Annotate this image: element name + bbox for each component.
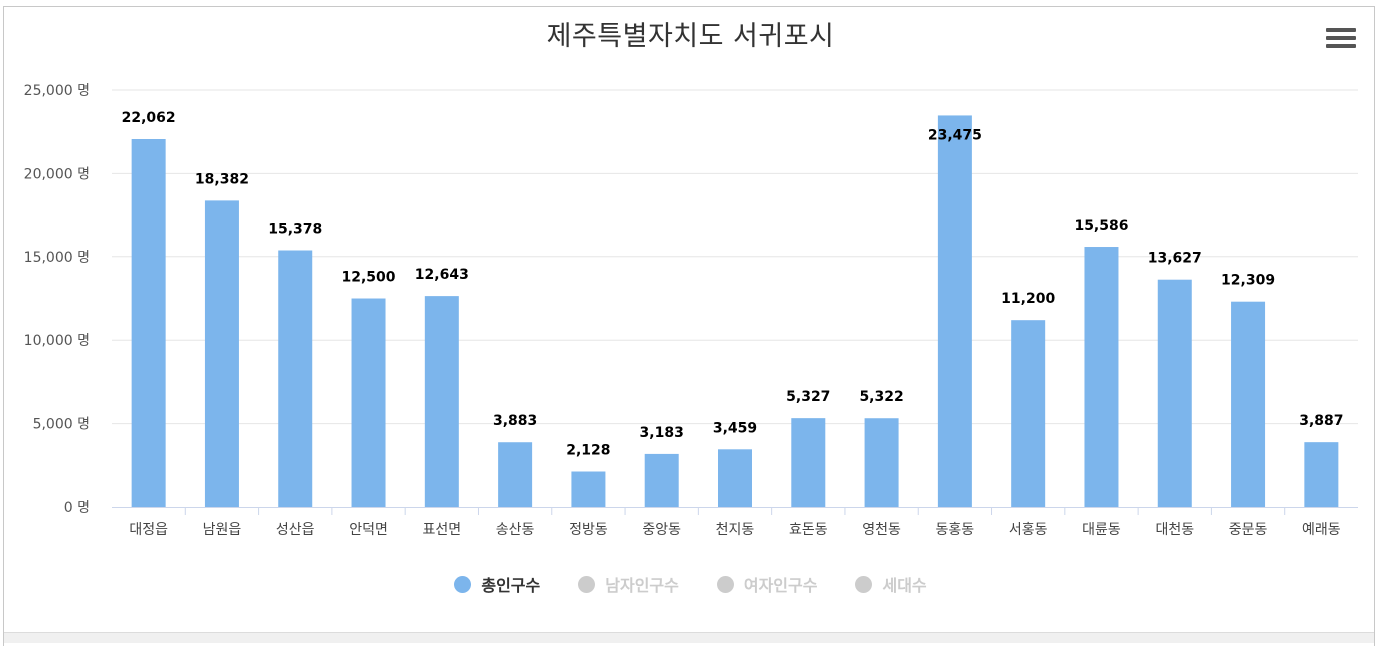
data-label: 3,883 <box>493 413 537 429</box>
y-tick-label: 15,000 명 <box>24 250 90 266</box>
hamburger-menu-icon[interactable] <box>1326 28 1356 54</box>
bar[interactable] <box>791 418 826 507</box>
x-tick-label: 동홍동 <box>936 522 975 538</box>
legend-label: 세대수 <box>882 576 927 595</box>
chart-title: 제주특별자치도 서귀포시 <box>546 21 835 52</box>
legend-label: 남자인구수 <box>605 576 679 595</box>
data-label: 5,322 <box>859 389 903 405</box>
bar[interactable] <box>1231 301 1266 507</box>
legend-item-households[interactable]: 세대수 <box>855 572 927 596</box>
data-label: 13,627 <box>1148 251 1202 267</box>
bar[interactable] <box>718 449 752 507</box>
data-label: 3,183 <box>640 425 684 441</box>
bar[interactable] <box>571 471 606 507</box>
x-tick-label: 성산읍 <box>276 522 315 538</box>
bar[interactable] <box>131 139 166 507</box>
data-label: 15,586 <box>1074 218 1128 234</box>
y-tick-label: 0 명 <box>64 500 90 516</box>
legend-item-total[interactable]: 총인구수 <box>454 572 540 596</box>
legend: 총인구수 남자인구수 여자인구수 세대수 <box>0 572 1381 596</box>
bar[interactable] <box>1084 247 1119 507</box>
legend-item-female[interactable]: 여자인구수 <box>716 572 818 596</box>
data-label: 12,643 <box>415 267 469 283</box>
bar-series <box>131 115 1339 508</box>
bar[interactable] <box>278 250 313 507</box>
x-tick-label: 남원읍 <box>203 522 242 538</box>
x-tick-label: 대정읍 <box>129 522 168 538</box>
x-tick-label: 서홍동 <box>1009 522 1048 538</box>
legend-item-male[interactable]: 남자인구수 <box>578 572 679 596</box>
data-label: 23,475 <box>928 127 982 143</box>
data-label: 11,200 <box>1001 291 1055 307</box>
y-tick-label: 25,000 명 <box>24 83 90 99</box>
bar[interactable] <box>498 442 533 507</box>
data-label: 15,378 <box>268 221 322 237</box>
x-tick-label: 대천동 <box>1155 522 1194 538</box>
data-label: 2,128 <box>566 443 610 459</box>
bar[interactable] <box>864 418 899 507</box>
x-tick-label: 천지동 <box>716 522 755 538</box>
x-tick-label: 대륜동 <box>1082 522 1121 538</box>
bar[interactable] <box>937 115 972 507</box>
data-label: 5,327 <box>786 389 830 405</box>
data-label: 3,887 <box>1299 413 1343 429</box>
x-tick-label: 중앙동 <box>642 522 681 538</box>
data-label: 22,062 <box>122 110 176 126</box>
x-tick-label: 중문동 <box>1229 522 1268 538</box>
bar[interactable] <box>1157 279 1192 507</box>
data-labels: 22,062 18,382 15,378 12,500 12,643 3,883 2,128… <box>122 110 1344 458</box>
x-tick-label: 정방동 <box>569 522 608 538</box>
x-axis: 대정읍 남원읍 성산읍 안덕면 표선면 송산동 정방동 중앙동 천지동 효돈동 영천동 동홍동 서홍동 대… <box>112 507 1358 538</box>
legend-marker-icon <box>716 575 734 593</box>
bar[interactable] <box>204 200 239 507</box>
x-tick-label: 효돈동 <box>789 522 828 538</box>
x-tick-label: 안덕면 <box>349 522 388 538</box>
legend-marker-icon <box>578 575 596 593</box>
bar[interactable] <box>644 453 679 507</box>
y-tick-label: 10,000 명 <box>24 333 90 349</box>
x-tick-label: 표선면 <box>423 522 462 538</box>
legend-marker-icon <box>855 575 873 593</box>
bar[interactable] <box>351 298 386 508</box>
data-label: 12,309 <box>1221 273 1275 289</box>
x-tick-label: 영천동 <box>862 522 901 538</box>
y-axis: 0 명 5,000 명 10,000 명 15,000 명 20,000 명 25,000… <box>24 83 90 516</box>
y-tick-label: 5,000 명 <box>33 417 90 433</box>
y-tick-label: 20,000 명 <box>24 166 90 182</box>
legend-marker-icon <box>454 575 472 593</box>
bar[interactable] <box>1304 442 1339 507</box>
data-label: 18,382 <box>195 171 249 187</box>
legend-label: 총인구수 <box>481 576 541 595</box>
x-tick-label: 예래동 <box>1302 522 1341 538</box>
x-tick-label: 송산동 <box>496 522 535 538</box>
bar[interactable] <box>1011 320 1046 507</box>
horizontal-scrollbar[interactable] <box>4 632 1374 643</box>
legend-label: 여자인구수 <box>743 576 818 595</box>
gridlines <box>112 89 1358 425</box>
data-label: 3,459 <box>713 420 757 436</box>
data-label: 12,500 <box>342 270 396 286</box>
bar[interactable] <box>424 296 459 507</box>
